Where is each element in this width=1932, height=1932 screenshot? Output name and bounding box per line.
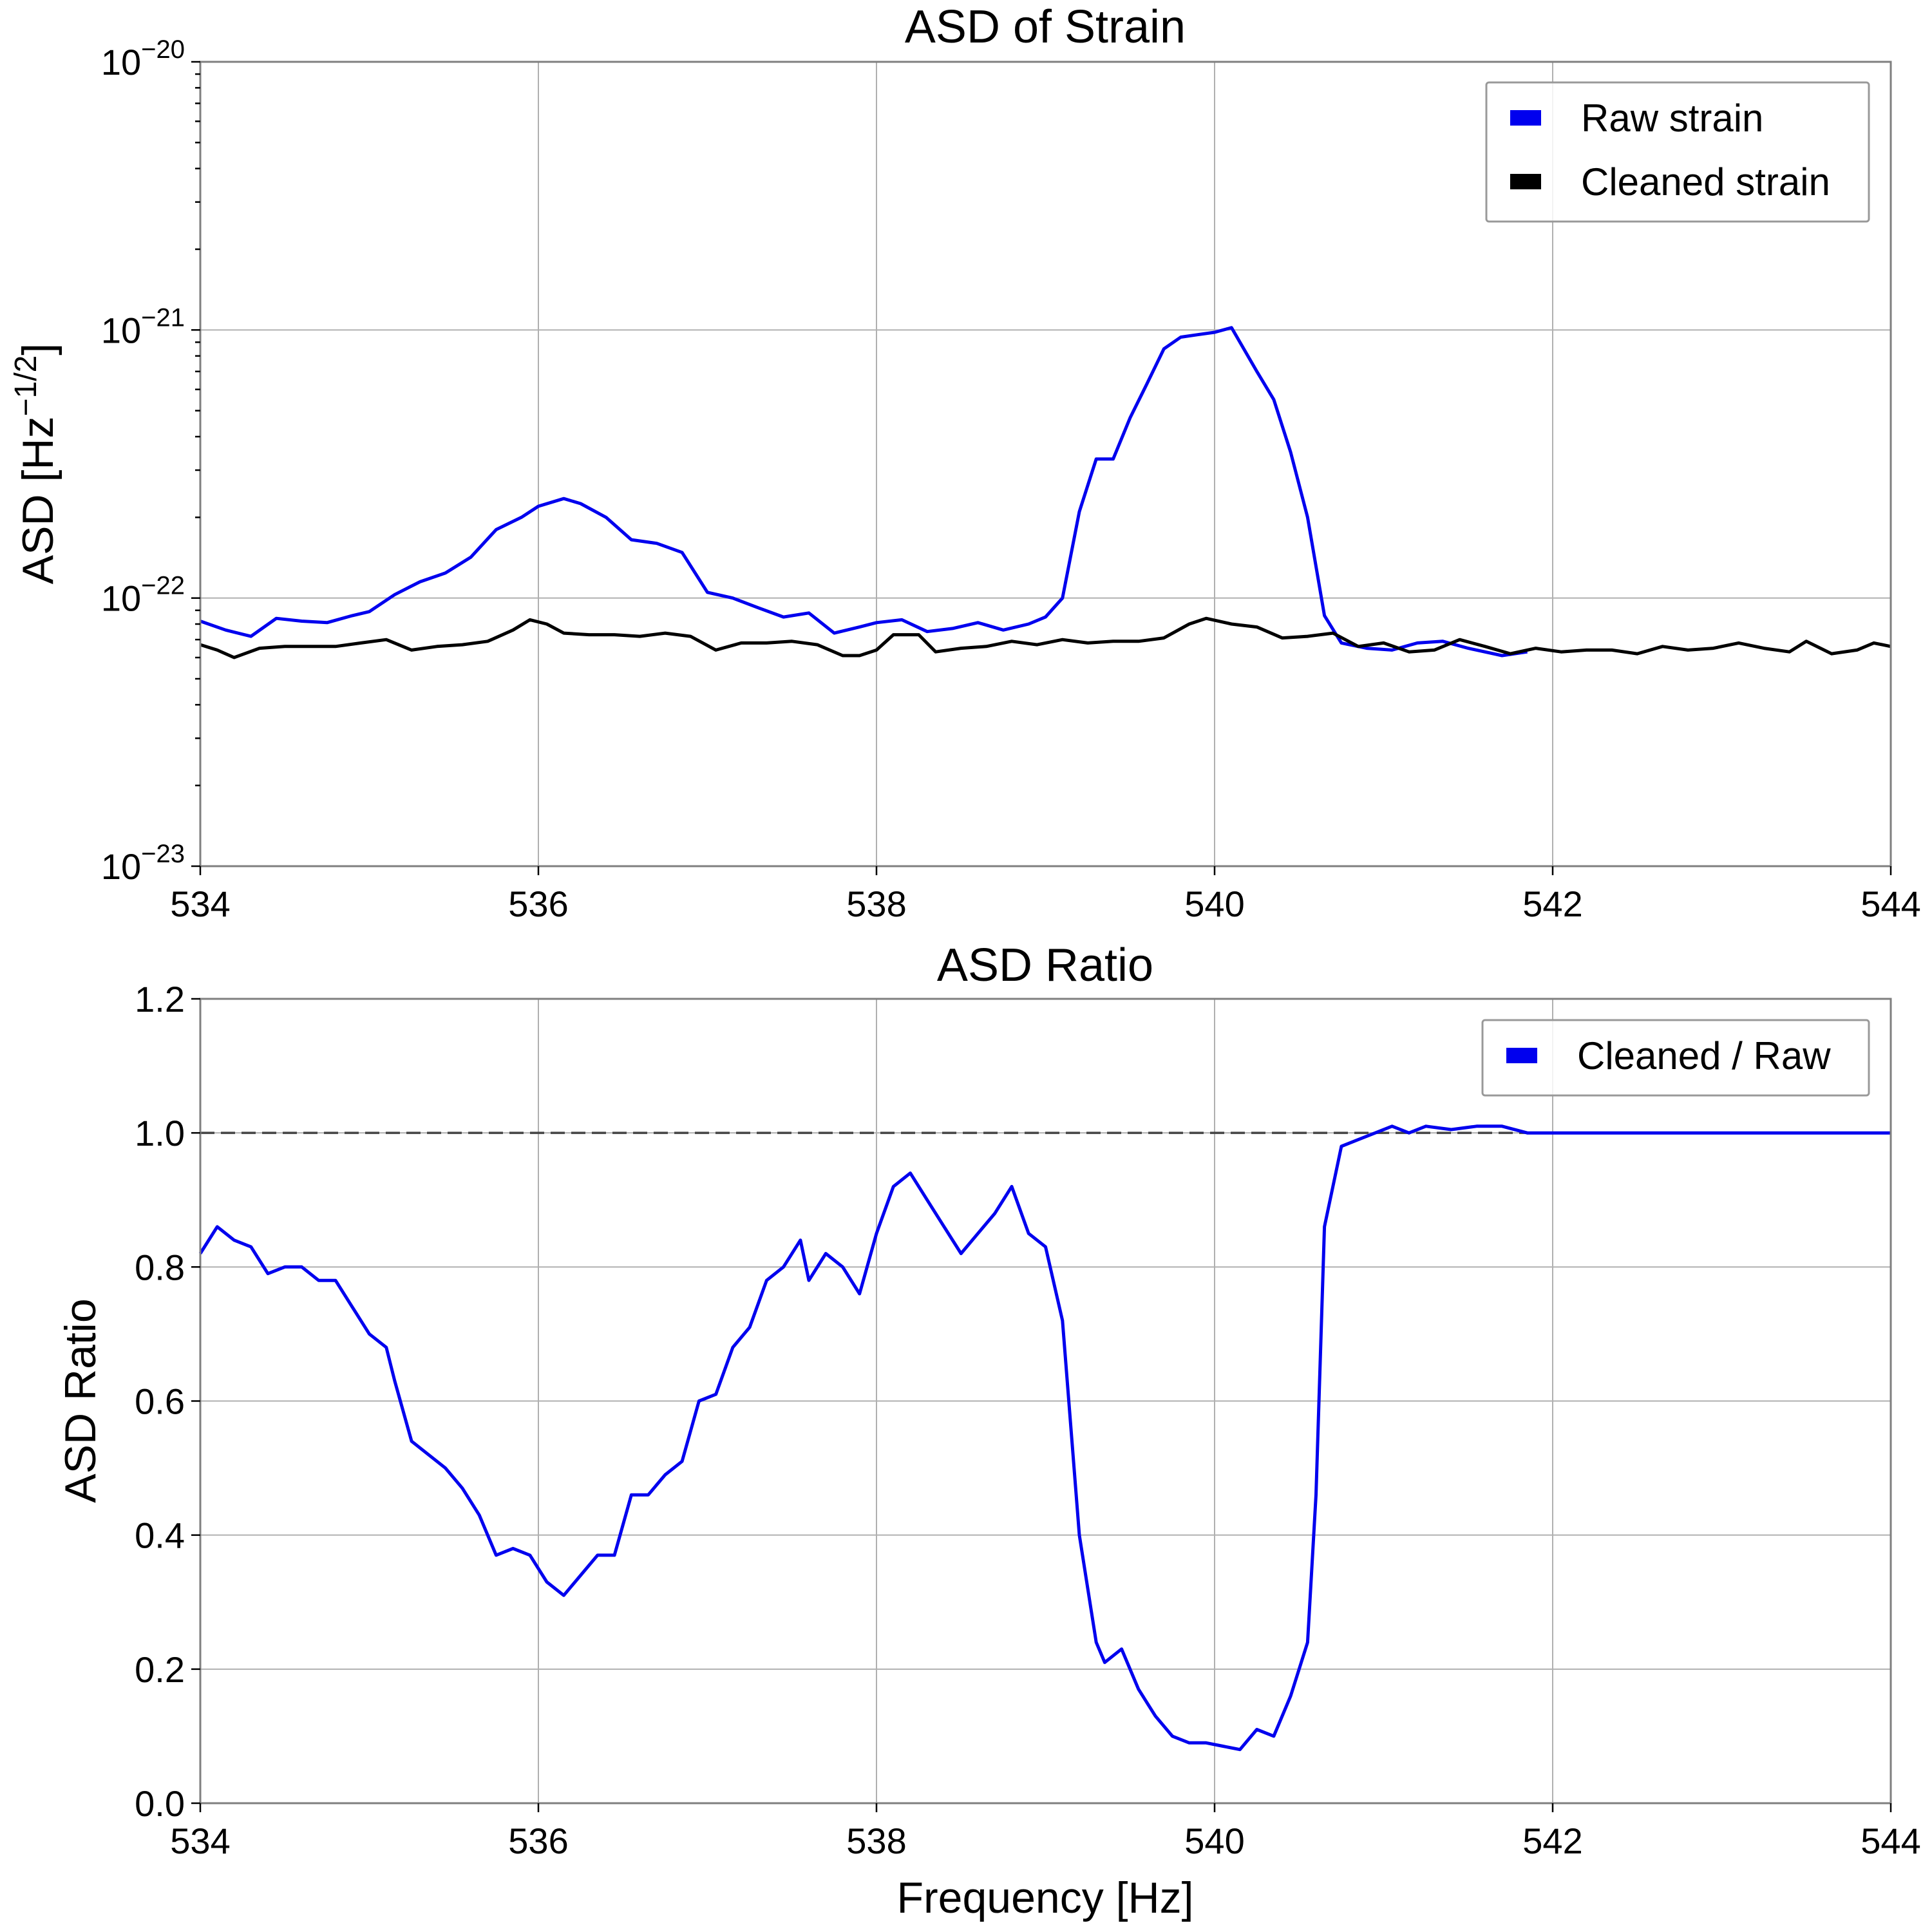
legend-swatch-cleaned-strain (1510, 174, 1541, 189)
legend-label-raw-strain: Raw strain (1581, 97, 1763, 140)
y-tick-label: 1.0 (135, 1113, 185, 1153)
y-tick-label: 10−23 (101, 840, 185, 887)
bottom-grid (200, 999, 1891, 1803)
y-tick-label: 0.6 (135, 1381, 185, 1422)
y-tick-label: 0.4 (135, 1515, 185, 1556)
y-tick-label-base: 10 (101, 846, 141, 887)
legend-swatch-raw-strain (1510, 110, 1541, 126)
strain-asd-panel: ASD of Strain 534 536 538 540 542 54410−2310−… (9, 1, 1921, 924)
x-tick-label: 542 (1522, 1821, 1582, 1861)
y-tick-label-base: 10 (101, 310, 141, 350)
x-tick-label: 534 (170, 1821, 230, 1861)
bottom-legend: Cleaned / Raw (1481, 1019, 1870, 1097)
bottom-ticks: 534 536 538 540 542 544 0.0 0.2 0.4 0.6 0.8 1.0 1.2 (135, 979, 1921, 1861)
top-y-axis-label-bracket: ] (14, 343, 62, 355)
top-legend-frame (1485, 81, 1870, 223)
x-tick-label: 536 (508, 1821, 568, 1861)
x-axis-label: Frequency [Hz] (896, 1873, 1193, 1922)
x-tick-label: 540 (1184, 884, 1244, 924)
y-tick-label: 0.2 (135, 1649, 185, 1690)
y-tick-label-exponent: −22 (141, 572, 185, 600)
legend-swatch-ratio (1506, 1048, 1537, 1063)
top-series-group (200, 326, 1891, 659)
y-tick-label-exponent: −21 (141, 303, 185, 332)
bottom-series-group (198, 1124, 1891, 1752)
y-tick-label-exponent: −20 (141, 35, 185, 64)
series-line-raw-strain (200, 326, 1528, 658)
top-y-axis-label: ASD [Hz−1/2] (9, 343, 62, 584)
bottom-chart-title: ASD Ratio (937, 940, 1153, 991)
top-y-axis-label-exponent: −1/2 (9, 355, 43, 417)
asd-ratio-panel: ASD Ratio 534 536 538 540 542 544 0.0 0.2 0.4 0.6… (56, 940, 1921, 1922)
top-y-axis-label-base: ASD [Hz (14, 416, 62, 584)
x-tick-label: 538 (846, 1821, 906, 1861)
y-tick-label: 1.2 (135, 979, 185, 1019)
y-tick-label-base: 10 (101, 42, 141, 82)
x-tick-label: 544 (1861, 1821, 1920, 1861)
bottom-y-axis-label: ASD Ratio (56, 1298, 105, 1502)
x-tick-label: 544 (1861, 884, 1920, 924)
legend-label-ratio: Cleaned / Raw (1577, 1034, 1831, 1077)
y-tick-label: 0.0 (135, 1783, 185, 1824)
x-tick-label: 542 (1522, 884, 1582, 924)
x-tick-label: 536 (508, 884, 568, 924)
top-plot-frame (199, 61, 1892, 867)
x-tick-label: 534 (170, 884, 230, 924)
x-tick-label: 540 (1184, 1821, 1244, 1861)
top-legend: Raw strain Cleaned strain (1485, 81, 1870, 223)
top-chart-title: ASD of Strain (905, 1, 1186, 53)
y-tick-label-exponent: −23 (141, 840, 185, 868)
y-tick-label: 10−21 (101, 303, 185, 350)
bottom-legend-frame (1481, 1019, 1870, 1097)
legend-label-cleaned-strain: Cleaned strain (1581, 160, 1830, 204)
y-tick-label: 10−20 (101, 35, 185, 82)
y-tick-label: 10−22 (101, 572, 185, 619)
series-line-cleaned-strain (200, 616, 1891, 659)
y-tick-label-base: 10 (101, 578, 141, 619)
y-tick-label: 0.8 (135, 1247, 185, 1287)
series-line-cleaned-raw (198, 1124, 1891, 1752)
x-tick-label: 538 (846, 884, 906, 924)
